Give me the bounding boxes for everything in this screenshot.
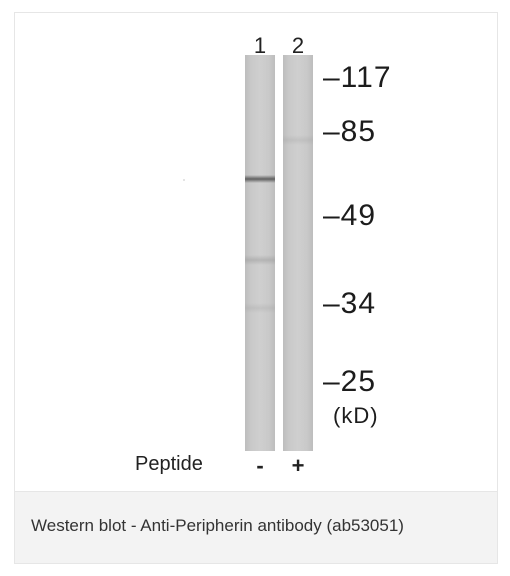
blot-lane-2 xyxy=(283,55,313,451)
lane-1-band xyxy=(245,175,275,183)
image-caption: Western blot - Anti-Peripherin antibody … xyxy=(31,516,404,535)
unit-label: (kD) xyxy=(333,403,379,428)
image-speck xyxy=(183,179,185,181)
marker-34: –34 xyxy=(323,287,377,320)
peptide-label: Peptide xyxy=(135,453,203,475)
caption-bar: Western blot - Anti-Peripherin antibody … xyxy=(15,491,497,563)
western-blot-image: 1 2 –117 –85 –49 –34 –25 (kD) Peptide - … xyxy=(15,13,497,491)
marker-117: –117 xyxy=(323,61,392,94)
marker-85: –85 xyxy=(323,115,377,148)
marker-25: –25 xyxy=(323,365,377,398)
lane-number-2: 2 xyxy=(291,33,305,58)
peptide-sign-lane-2: + xyxy=(291,453,305,478)
lane-1-faint-band xyxy=(245,255,275,265)
lane-number-1: 1 xyxy=(253,33,267,58)
lane-2-faint-band xyxy=(283,135,313,145)
peptide-sign-lane-1: - xyxy=(256,453,264,478)
blot-lane-1 xyxy=(245,55,275,451)
marker-49: –49 xyxy=(323,199,377,232)
figure-frame: 1 2 –117 –85 –49 –34 –25 (kD) Peptide - … xyxy=(14,12,498,564)
lane-1-faint-band-lower xyxy=(245,303,275,313)
